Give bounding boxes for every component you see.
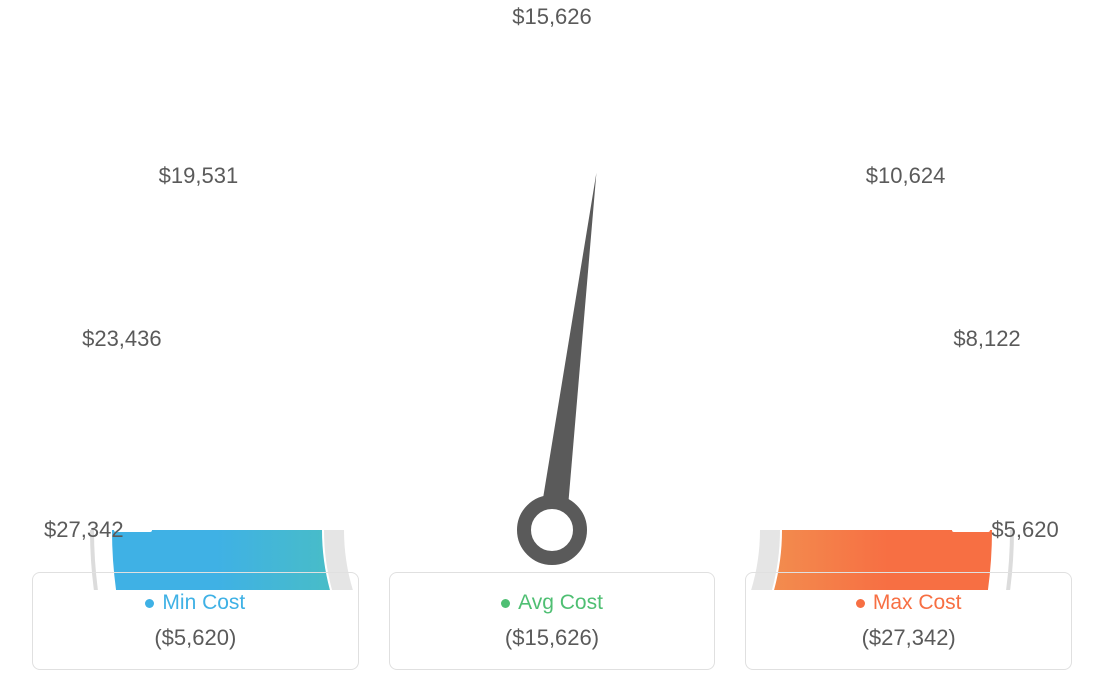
legend-value-avg: ($15,626)	[410, 625, 695, 651]
legend-card-min: Min Cost ($5,620)	[32, 572, 359, 670]
gauge-scale-label: $5,620	[991, 517, 1058, 543]
legend-title-max: Max Cost	[856, 591, 962, 615]
dot-icon	[856, 599, 865, 608]
legend-value-min: ($5,620)	[53, 625, 338, 651]
legend-label: Avg Cost	[518, 591, 603, 615]
gauge-svg	[22, 30, 1082, 590]
gauge-chart: $5,620$8,122$10,624$15,626$19,531$23,436…	[22, 30, 1082, 550]
gauge-scale-label: $10,624	[866, 163, 946, 189]
gauge-scale-label: $8,122	[953, 326, 1020, 352]
legend-card-avg: Avg Cost ($15,626)	[389, 572, 716, 670]
legend-title-avg: Avg Cost	[501, 591, 603, 615]
legend-label: Min Cost	[162, 591, 245, 615]
dot-icon	[501, 599, 510, 608]
legend-row: Min Cost ($5,620) Avg Cost ($15,626) Max…	[32, 572, 1072, 670]
legend-title-min: Min Cost	[145, 591, 245, 615]
legend-label: Max Cost	[873, 591, 962, 615]
gauge-scale-label: $27,342	[44, 517, 124, 543]
legend-card-max: Max Cost ($27,342)	[745, 572, 1072, 670]
legend-value-max: ($27,342)	[766, 625, 1051, 651]
dot-icon	[145, 599, 154, 608]
gauge-scale-label: $15,626	[512, 4, 592, 30]
gauge-scale-label: $23,436	[82, 326, 162, 352]
gauge-scale-label: $19,531	[159, 163, 239, 189]
